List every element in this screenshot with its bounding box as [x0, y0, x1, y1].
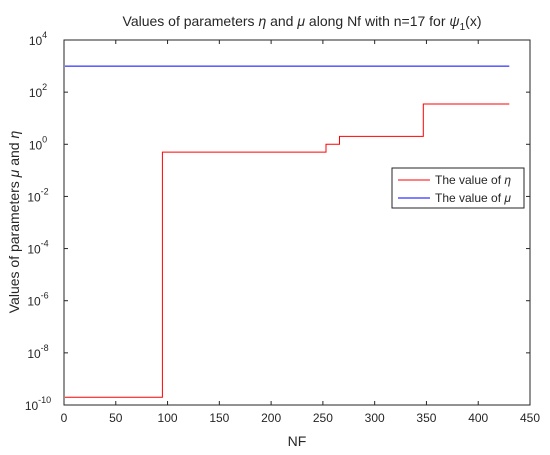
y-tick-base: 10 — [27, 347, 41, 361]
title-mid1: and — [266, 13, 297, 29]
y-tick-base: 10 — [25, 399, 39, 413]
x-tick-label: 400 — [468, 411, 488, 425]
y-tick-label: 104 — [29, 30, 47, 48]
y-tick-base: 10 — [29, 34, 43, 48]
chart-title: Values of parameters η and μ along Nf wi… — [123, 13, 482, 33]
y-tick-base: 10 — [29, 138, 43, 152]
y-tick-exp: -2 — [41, 186, 49, 196]
x-tick-label: 150 — [209, 411, 229, 425]
y-tick-base: 10 — [27, 190, 41, 204]
title-pre: Values of parameters — [123, 13, 259, 29]
y-tick-label: 10-8 — [27, 343, 48, 361]
y-tick-label: 102 — [29, 82, 47, 100]
legend-eta-pre: The value of — [435, 173, 504, 187]
plot-area — [63, 39, 531, 406]
ylabel-eta: η — [6, 131, 22, 139]
y-tick-exp: -4 — [41, 239, 49, 249]
x-tick-label: 350 — [416, 411, 436, 425]
y-tick-exp: -8 — [41, 343, 49, 353]
x-axis-ticks: 0 50 100 150 200 250 300 350 400 450 — [61, 40, 540, 425]
y-tick-label: 10-6 — [27, 291, 48, 309]
legend-label-mu: The value of μ — [435, 191, 511, 205]
y-tick-exp: 0 — [42, 134, 47, 144]
y-tick-exp: -6 — [41, 291, 49, 301]
y-tick-base: 10 — [27, 295, 41, 309]
series-line-eta — [65, 103, 510, 398]
title-eta: η — [258, 13, 266, 29]
title-post: (x) — [465, 13, 481, 29]
series-group — [65, 65, 510, 398]
y-tick-label: 10-10 — [25, 395, 51, 413]
x-tick-label: 300 — [365, 411, 385, 425]
legend-label-eta: The value of η — [435, 173, 511, 187]
y-tick-exp: 4 — [42, 30, 47, 40]
ylabel-pre: Values of parameters — [6, 177, 22, 313]
y-tick-label: 10-2 — [27, 186, 48, 204]
y-tick-label: 100 — [29, 134, 47, 152]
y-tick-base: 10 — [27, 243, 41, 257]
x-tick-label: 100 — [158, 411, 178, 425]
title-mu: μ — [296, 13, 305, 29]
x-tick-label: 50 — [109, 411, 123, 425]
x-tick-label: 450 — [520, 411, 540, 425]
ylabel-mu: μ — [6, 169, 22, 178]
legend-mu-sym: μ — [503, 191, 511, 205]
y-tick-label: 10-4 — [27, 239, 48, 257]
title-psi: ψ — [449, 13, 459, 29]
legend-eta-sym: η — [504, 173, 511, 187]
ylabel-mid: and — [6, 139, 22, 170]
x-axis-label: NF — [288, 433, 307, 449]
legend-box — [391, 167, 525, 209]
title-sub: 1 — [460, 22, 466, 33]
legend: The value of η The value of μ — [391, 167, 525, 209]
x-tick-label: 200 — [261, 411, 281, 425]
legend-mu-pre: The value of — [435, 191, 504, 205]
y-tick-exp: 2 — [42, 82, 47, 92]
x-tick-label: 0 — [61, 411, 68, 425]
x-tick-label: 250 — [313, 411, 333, 425]
y-axis-label: Values of parameters μ and η — [6, 131, 22, 314]
y-tick-base: 10 — [29, 86, 43, 100]
title-mid2: along Nf with n=17 for — [305, 13, 449, 29]
y-tick-exp: -10 — [38, 395, 51, 405]
